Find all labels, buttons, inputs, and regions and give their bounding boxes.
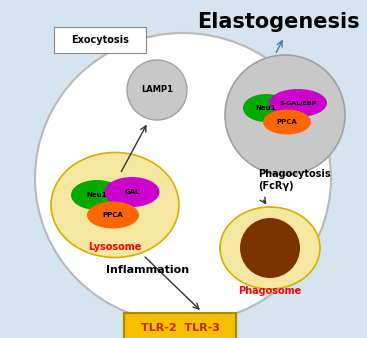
Ellipse shape (263, 110, 311, 135)
Text: Elastogenesis: Elastogenesis (197, 12, 359, 32)
Ellipse shape (71, 180, 123, 210)
Text: Phagocytosis
(FcRγ): Phagocytosis (FcRγ) (258, 169, 331, 191)
Ellipse shape (87, 201, 139, 228)
Text: Lysosome: Lysosome (88, 242, 142, 252)
Ellipse shape (51, 152, 179, 258)
FancyBboxPatch shape (124, 313, 236, 338)
Text: Exocytosis: Exocytosis (71, 35, 129, 45)
Text: Neu1: Neu1 (87, 192, 107, 198)
Ellipse shape (105, 177, 160, 207)
Text: TLR-2  TLR-3: TLR-2 TLR-3 (141, 323, 219, 333)
Text: PPCA: PPCA (277, 119, 297, 125)
Text: GAL: GAL (124, 189, 140, 195)
Circle shape (225, 55, 345, 175)
Text: Inflammation: Inflammation (106, 265, 190, 275)
Ellipse shape (35, 33, 331, 323)
Text: PPCA: PPCA (103, 212, 123, 218)
Ellipse shape (220, 207, 320, 289)
Ellipse shape (269, 89, 327, 117)
Text: Neu1: Neu1 (256, 105, 276, 111)
Text: S-GAL/EBP: S-GAL/EBP (279, 100, 317, 105)
Circle shape (127, 60, 187, 120)
Circle shape (240, 218, 300, 278)
FancyBboxPatch shape (54, 27, 146, 53)
Text: LAMP1: LAMP1 (141, 86, 173, 95)
Ellipse shape (243, 94, 289, 122)
Text: Phagosome: Phagosome (239, 286, 302, 296)
